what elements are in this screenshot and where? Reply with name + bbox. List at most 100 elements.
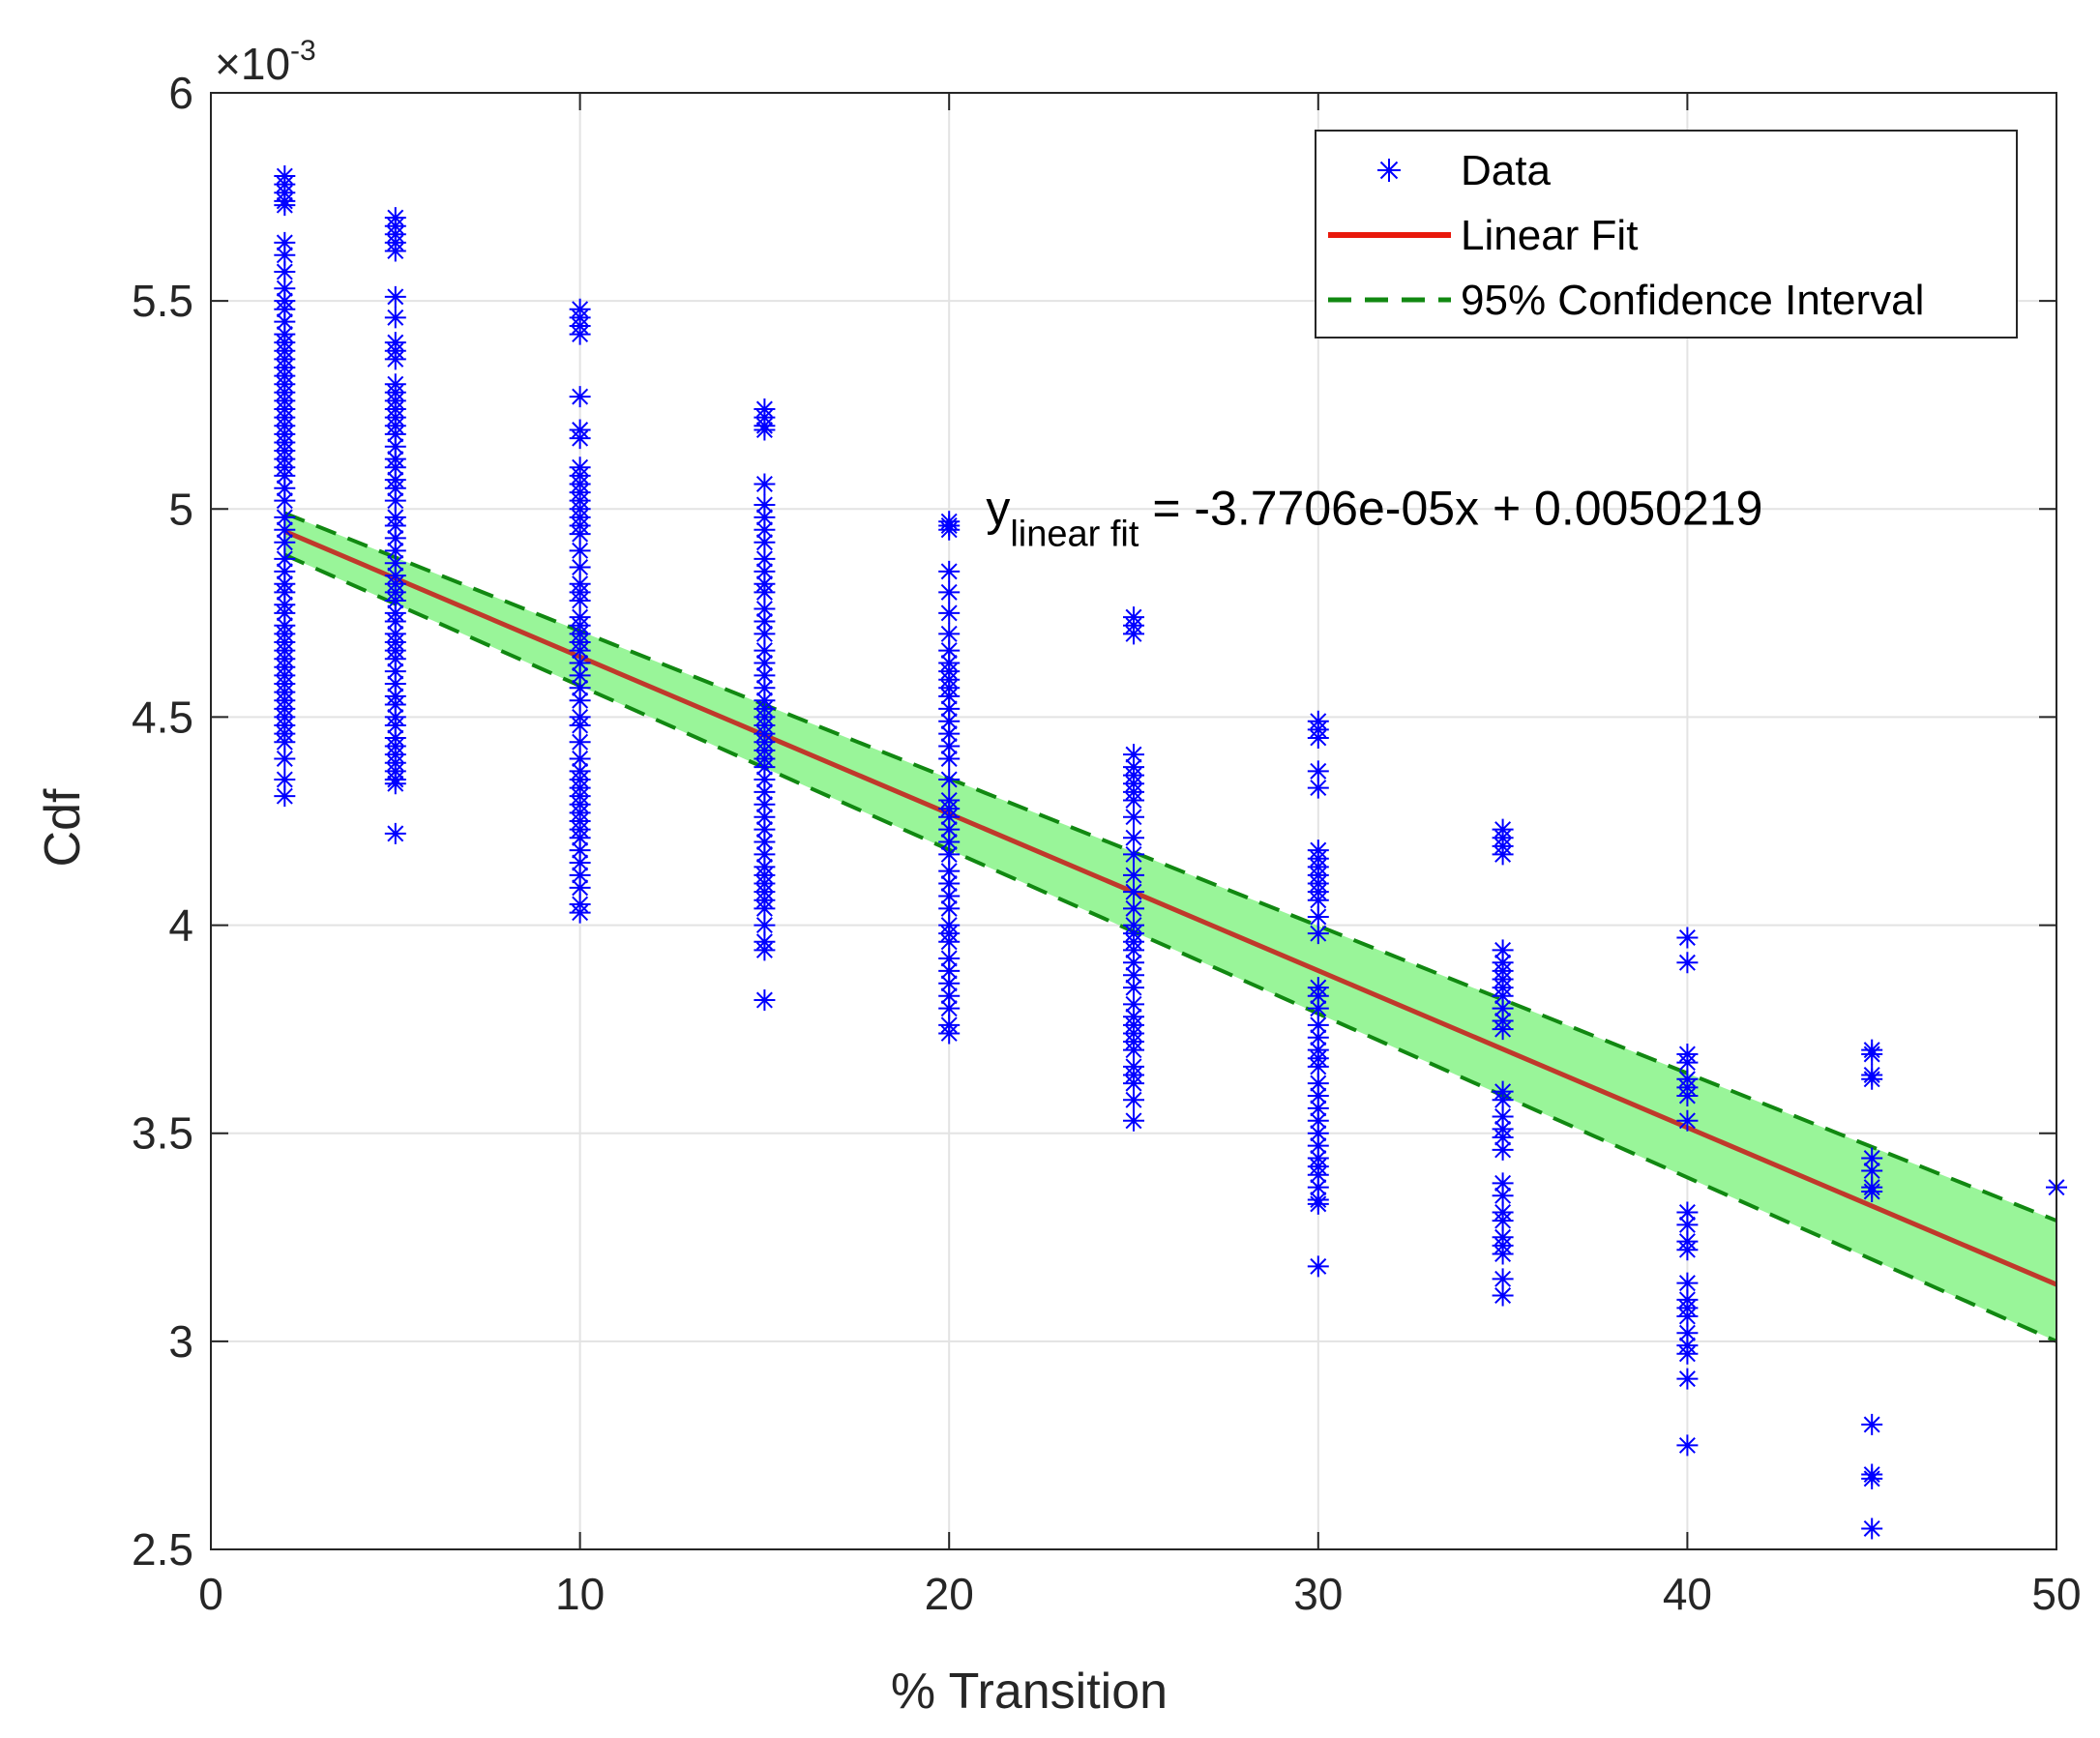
data-point: [1676, 1368, 1699, 1390]
data-point: [1307, 889, 1329, 911]
data-point: [274, 278, 296, 300]
data-point: [274, 310, 296, 333]
data-point: [754, 806, 776, 828]
y-tick-label: 4.5: [132, 692, 193, 742]
data-point: [569, 840, 591, 862]
data-point: [569, 589, 591, 611]
data-point: [1123, 1109, 1144, 1132]
fit-equation-y: y: [986, 481, 1010, 535]
legend: Data Linear Fit 95% Confidence Interval: [1315, 130, 2018, 339]
data-point: [384, 540, 406, 562]
data-point: [1676, 1051, 1699, 1074]
data-point: [754, 419, 776, 441]
data-point: [938, 768, 961, 790]
data-point: [569, 386, 591, 408]
data-point: [384, 822, 406, 844]
data-point: [1123, 964, 1144, 987]
y-exponent: ×10-3: [215, 35, 316, 89]
data-point: [754, 581, 776, 604]
data-point: [1676, 1342, 1699, 1365]
data-point: [569, 748, 591, 770]
data-point: [938, 735, 961, 757]
data-point: [384, 661, 406, 683]
data-point: [1492, 1127, 1514, 1149]
data-point: [384, 589, 406, 611]
data-point: [1307, 1055, 1329, 1077]
data-point: [569, 901, 591, 924]
data-point: [1492, 939, 1514, 961]
data-point: [384, 648, 406, 670]
data-point: [938, 623, 961, 645]
y-exponent-power: -3: [290, 35, 316, 67]
legend-item-ci: 95% Confidence Interval: [1328, 277, 1924, 324]
data-point: [1123, 952, 1144, 974]
data-point: [938, 748, 961, 770]
tick-marks: [210, 92, 2057, 1550]
data-point: [1676, 1109, 1699, 1132]
data-point: [274, 602, 296, 624]
data-point: [938, 697, 961, 720]
data-point: [938, 806, 961, 828]
data-point: [754, 560, 776, 582]
y-tick-label: 5.5: [132, 276, 193, 326]
data-point: [274, 244, 296, 266]
data-point: [754, 598, 776, 620]
data-point: [274, 785, 296, 808]
data-point: [274, 531, 296, 553]
data-point: [1676, 1434, 1699, 1457]
data-point: [1492, 1243, 1514, 1265]
y-tick-labels: 2.5 3 3.5 4 4.5 5 5.5 6: [132, 68, 193, 1575]
data-point: [1492, 997, 1514, 1019]
fit-equation: ylinear fit = -3.7706e-05x + 0.0050219: [986, 481, 1762, 554]
data-point: [1676, 1214, 1699, 1236]
data-point: [754, 831, 776, 853]
data-point: [1307, 1097, 1329, 1119]
x-tick-label: 30: [1293, 1569, 1343, 1619]
data-point: [384, 348, 406, 370]
data-point: [1123, 977, 1144, 999]
data-point: [569, 427, 591, 450]
data-point: [1307, 1255, 1329, 1278]
data-point: [754, 518, 776, 541]
data-point: [938, 872, 961, 895]
data-point: [754, 664, 776, 687]
data-point: [569, 540, 591, 562]
data-point: [1492, 1105, 1514, 1128]
data-point: [384, 423, 406, 445]
data-point: [1123, 744, 1144, 766]
data-point: [1492, 843, 1514, 866]
data-point: [569, 852, 591, 874]
data-point: [1307, 726, 1329, 749]
data-point: [1307, 1026, 1329, 1048]
data-point: [384, 693, 406, 716]
data-point: [384, 477, 406, 499]
data-point: [569, 876, 591, 898]
legend-data-marker: [1377, 159, 1401, 182]
x-axis-label: % Transition: [891, 1664, 1168, 1720]
data-point: [1492, 1138, 1514, 1161]
data-point: [754, 914, 776, 936]
data-point: [1492, 1018, 1514, 1041]
data-point: [1676, 1239, 1699, 1261]
data-point: [274, 231, 296, 253]
data-point: [754, 843, 776, 866]
data-point: [274, 298, 296, 320]
data-points: [274, 165, 2067, 1540]
data-point: [1123, 789, 1144, 811]
data-point: [384, 715, 406, 737]
data-point: [384, 552, 406, 574]
data-point: [569, 639, 591, 662]
x-tick-label: 0: [198, 1569, 223, 1619]
data-point: [274, 506, 296, 528]
data-point: [1676, 927, 1699, 949]
data-point: [754, 756, 776, 779]
data-point: [1861, 1043, 1883, 1065]
data-point: [1307, 1073, 1329, 1095]
plot-frame: [210, 92, 2057, 1550]
data-point: [754, 639, 776, 662]
data-point: [1492, 1172, 1514, 1194]
data-point: [1676, 1322, 1699, 1344]
data-point: [274, 768, 296, 790]
data-point: [938, 843, 961, 866]
legend-item-fit: Linear Fit: [1328, 212, 1638, 259]
